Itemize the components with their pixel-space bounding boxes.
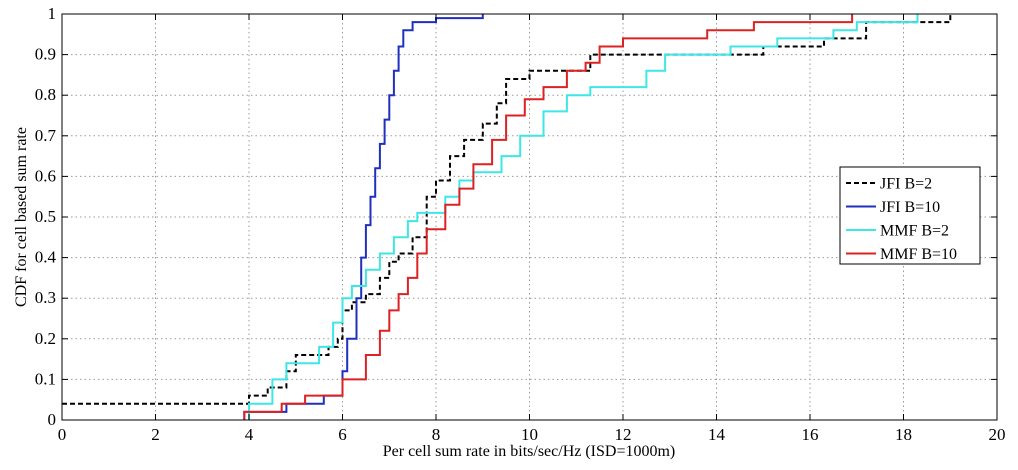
y-tick-label: 1 [48, 4, 57, 23]
x-tick-label: 10 [521, 425, 538, 444]
y-axis-title: CDF for cell based sum rate [13, 127, 30, 307]
y-tick-label: 0.7 [35, 126, 57, 145]
x-tick-label: 8 [432, 425, 441, 444]
x-tick-label: 0 [58, 425, 67, 444]
legend-entries: JFI B=2 JFI B=10 MMF B=2 MMF B=10 [846, 176, 957, 263]
legend-label-1: JFI B=10 [880, 199, 940, 216]
series-line-3 [243, 14, 854, 420]
y-tick-label: 0.4 [35, 248, 57, 267]
y-tick-label: 0.6 [35, 166, 56, 185]
axis-ticks: 0 2 4 6 8 10 12 14 16 18 20 0 0.1 0.2 0.3 0.4 0.5 0.6 0.7 0… [35, 4, 1006, 444]
y-tick-label: 0.8 [35, 85, 56, 104]
y-tick-label: 0.3 [35, 288, 56, 307]
series-lines [62, 14, 952, 420]
y-tick-label: 0.5 [35, 207, 56, 226]
x-tick-label: 18 [895, 425, 912, 444]
series-line-0 [62, 14, 952, 405]
y-tick-label: 0.1 [35, 369, 56, 388]
y-tick-label: 0.2 [35, 329, 56, 348]
x-tick-label: 12 [615, 425, 632, 444]
x-tick-label: 16 [802, 425, 819, 444]
x-tick-label: 20 [989, 425, 1006, 444]
legend-label-3: MMF B=10 [880, 246, 957, 263]
x-axis-title: Per cell sum rate in bits/sec/Hz (ISD=10… [383, 443, 676, 460]
legend-label-0: JFI B=2 [880, 176, 932, 193]
legend: JFI B=2 JFI B=10 MMF B=2 MMF B=10 [839, 166, 981, 265]
y-tick-label: 0.9 [35, 45, 56, 64]
x-tick-label: 14 [708, 425, 726, 444]
y-tick-label: 0 [48, 410, 57, 429]
x-tick-label: 6 [338, 425, 347, 444]
x-tick-label: 4 [245, 425, 254, 444]
legend-label-2: MMF B=2 [880, 223, 949, 240]
x-tick-label: 2 [151, 425, 160, 444]
